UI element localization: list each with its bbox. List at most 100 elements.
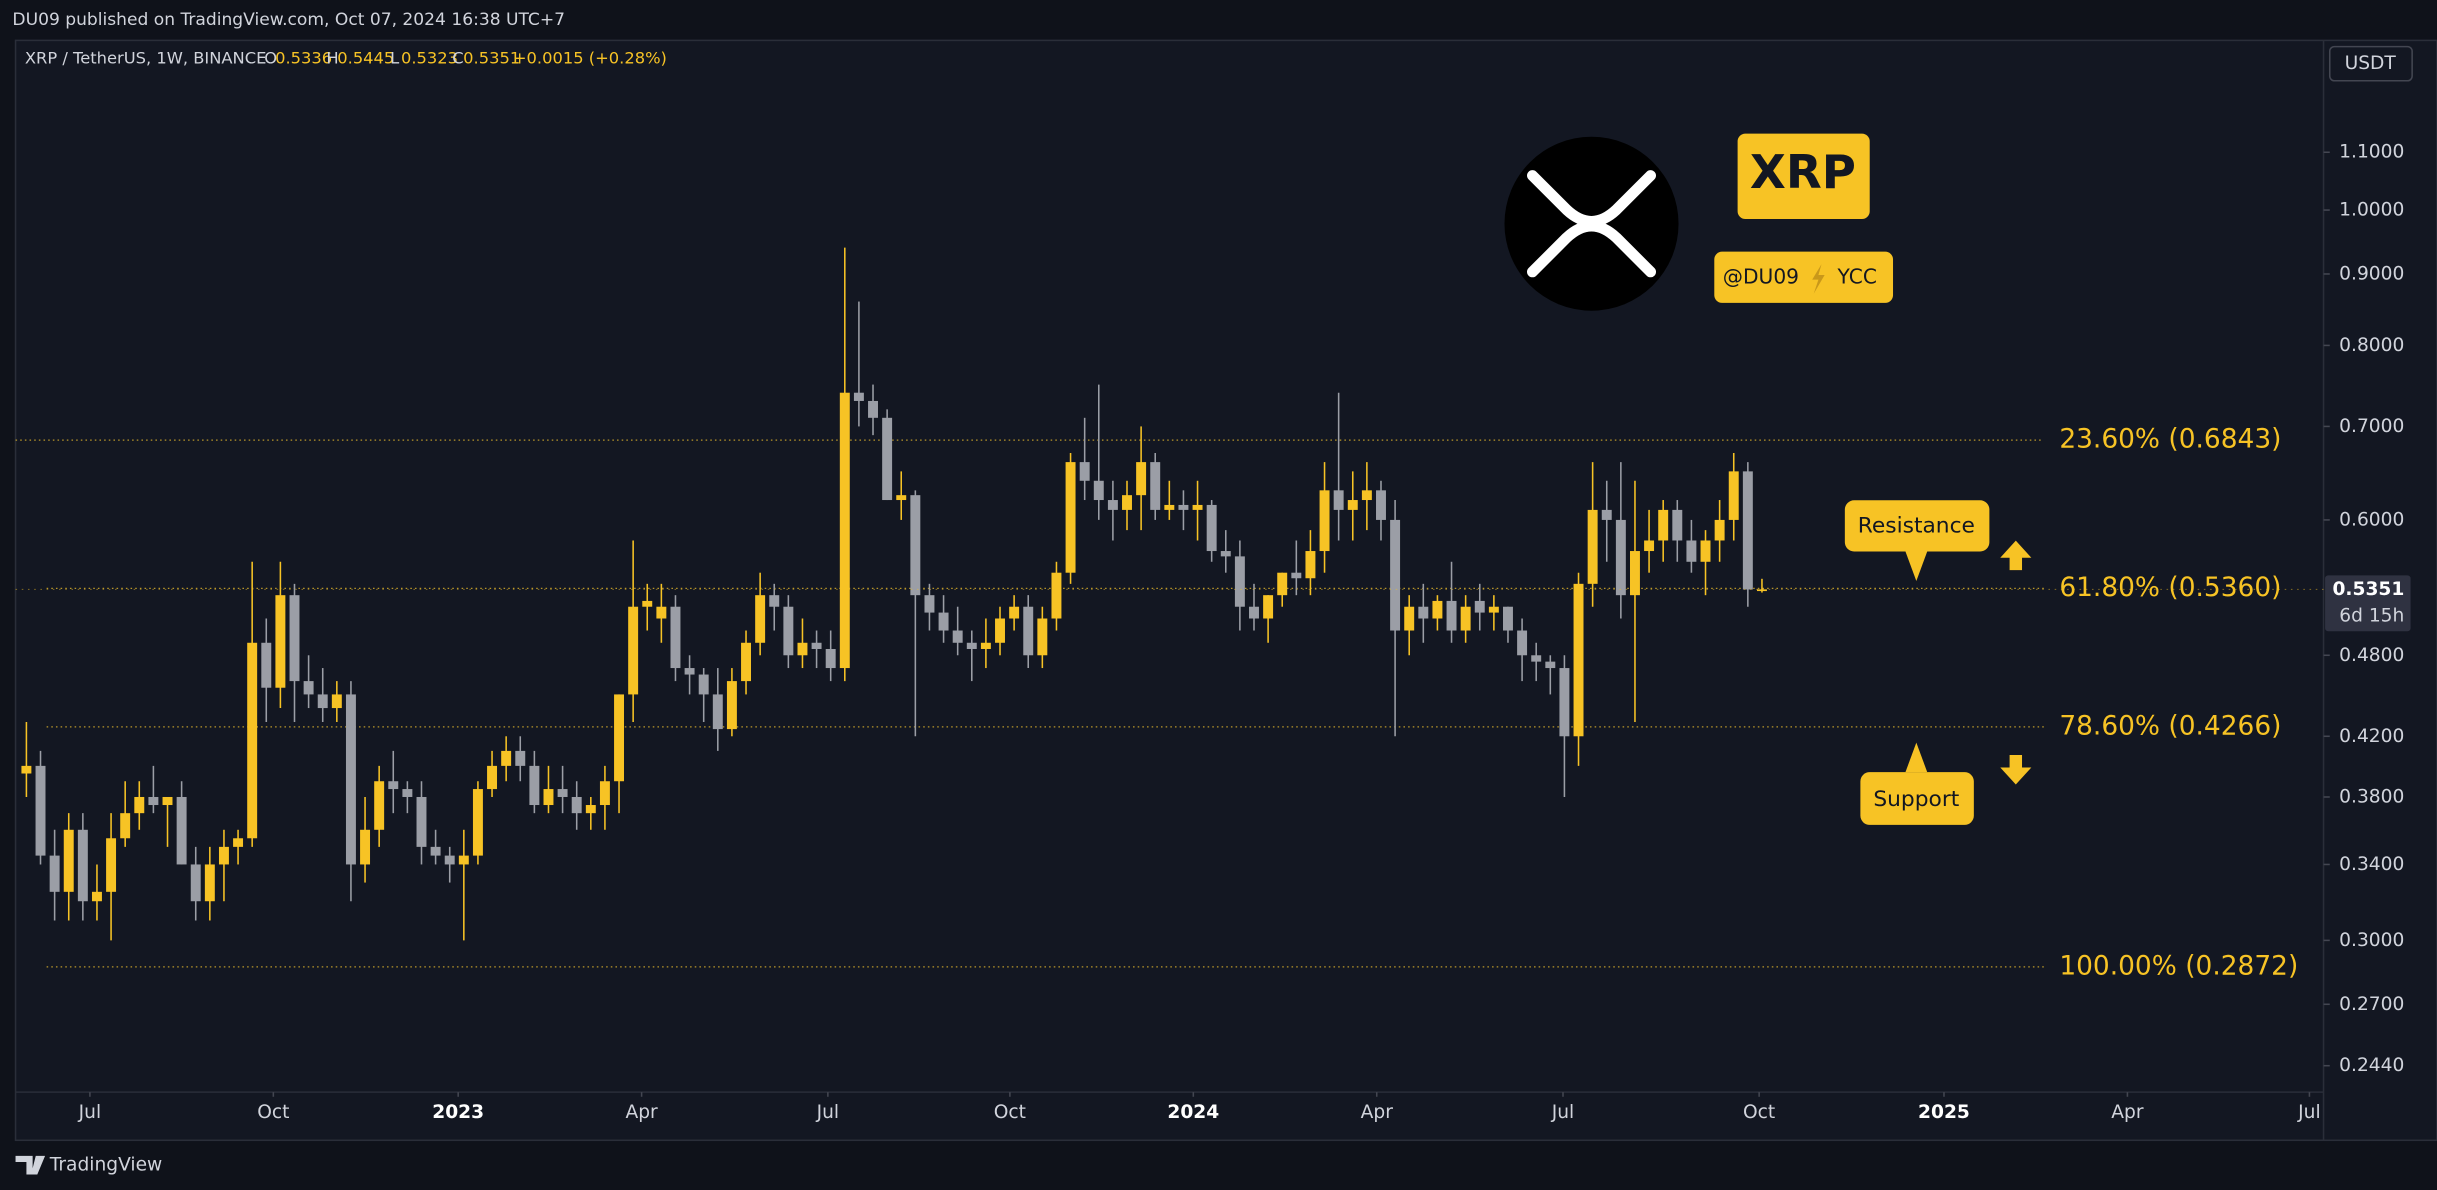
candle-body [910, 495, 921, 596]
x-tick-label: Oct [1743, 1102, 1775, 1123]
candle-body [1756, 589, 1767, 592]
candle-body [261, 642, 272, 688]
candle-body [233, 838, 244, 847]
candle-body [374, 781, 385, 830]
currency[interactable]: USDT [2345, 53, 2397, 74]
candle-body [1178, 504, 1189, 510]
candle-body [1601, 509, 1612, 520]
fib-label: 100.00% (0.2872) [2059, 950, 2298, 981]
support-pointer [1905, 742, 1928, 773]
x-tick-label: Apr [1361, 1102, 1394, 1123]
candle-body [275, 595, 286, 688]
group: YCC [1837, 265, 1877, 289]
candle-body [712, 694, 723, 730]
candle-body [1305, 551, 1316, 579]
countdown: 6d 15h [2339, 605, 2404, 626]
candle-body [402, 789, 413, 797]
candle-body [938, 612, 949, 631]
candle-body [670, 606, 681, 669]
candle-body [444, 855, 455, 865]
candle-body [797, 642, 808, 656]
fib-label: 23.60% (0.6843) [2059, 424, 2281, 455]
candle-body [289, 595, 300, 682]
candle-body [1206, 504, 1217, 552]
author-box [1714, 251, 1894, 303]
x-tick-label: Apr [625, 1102, 658, 1123]
candle-body [1023, 606, 1034, 656]
legend-value: 0.5351 [463, 49, 520, 68]
candle-body [106, 838, 117, 892]
candle-body [1065, 462, 1076, 573]
candle-body [1164, 504, 1175, 510]
y-tick-label: 1.1000 [2339, 142, 2404, 163]
candle-body [1390, 519, 1401, 631]
y-tick-label: 0.6000 [2339, 509, 2404, 530]
y-tick-label: 0.8000 [2339, 335, 2404, 356]
candle-body [63, 829, 74, 892]
support-label: Support [1873, 787, 1959, 812]
candle-body [839, 392, 850, 669]
candle-body [1573, 583, 1584, 737]
candle-body [825, 648, 836, 669]
candle-body [1517, 630, 1528, 656]
candle-body [1531, 655, 1542, 662]
candle-body [599, 781, 610, 806]
support-bubble [1860, 772, 1974, 825]
candle-body [1658, 509, 1669, 541]
candle-body [1714, 519, 1725, 541]
candle-body [91, 891, 102, 902]
candle-body [1192, 504, 1203, 510]
candle-body [1107, 500, 1118, 510]
candle-body [1587, 509, 1598, 584]
brand: TradingView [49, 1155, 163, 1176]
legend-key: L [390, 49, 399, 68]
y-tick-label: 0.4200 [2339, 726, 2404, 747]
candle-body [247, 642, 258, 839]
candle-body [1559, 668, 1570, 737]
candle-body [1361, 490, 1372, 501]
arrow-up [2000, 540, 2032, 571]
candle-body [35, 765, 46, 856]
y-tick-label: 0.2700 [2339, 994, 2404, 1015]
y-tick-label: 0.3800 [2339, 786, 2404, 807]
x-tick-label: Apr [2111, 1102, 2144, 1123]
candle-body [1686, 540, 1697, 562]
candle-body [472, 789, 483, 856]
candle-body [811, 642, 822, 649]
candle-body [1150, 462, 1161, 510]
y-tick-label: 1.0000 [2339, 200, 2404, 221]
candle-body [1488, 606, 1499, 613]
legend-value: 0.5445 [337, 49, 394, 68]
candle-body [331, 694, 342, 709]
bolt-icon [1812, 264, 1825, 294]
candle-body [416, 796, 427, 847]
legend-value: 0.5336 [275, 49, 332, 68]
publisher: DU09 published on TradingView.com, Oct 0… [12, 10, 565, 30]
candle-body [345, 694, 356, 865]
candle-body [952, 630, 963, 643]
candle-body [656, 606, 667, 619]
x-tick-label: Jul [1551, 1102, 1574, 1123]
brand-logo [15, 1155, 46, 1175]
candle-body [1446, 600, 1457, 631]
candle-body [21, 765, 32, 774]
candle-body [896, 495, 907, 501]
candle-body [317, 694, 328, 709]
candle-body [924, 595, 935, 613]
candle-body [684, 668, 695, 675]
candle-body [1503, 606, 1513, 631]
candle-body [515, 750, 526, 766]
candle-body [1122, 495, 1132, 510]
candle-body [755, 595, 766, 643]
candle-body [49, 855, 60, 892]
candle-body [190, 864, 201, 902]
candle-body [458, 855, 469, 865]
fib-label: 61.80% (0.5360) [2059, 572, 2281, 603]
currency-box[interactable] [2328, 45, 2413, 82]
y-tick-label: 0.3400 [2339, 854, 2404, 875]
candle-body [769, 595, 780, 607]
candle-body [176, 796, 187, 865]
candle-body [1742, 471, 1753, 590]
candle-body [1319, 490, 1330, 552]
